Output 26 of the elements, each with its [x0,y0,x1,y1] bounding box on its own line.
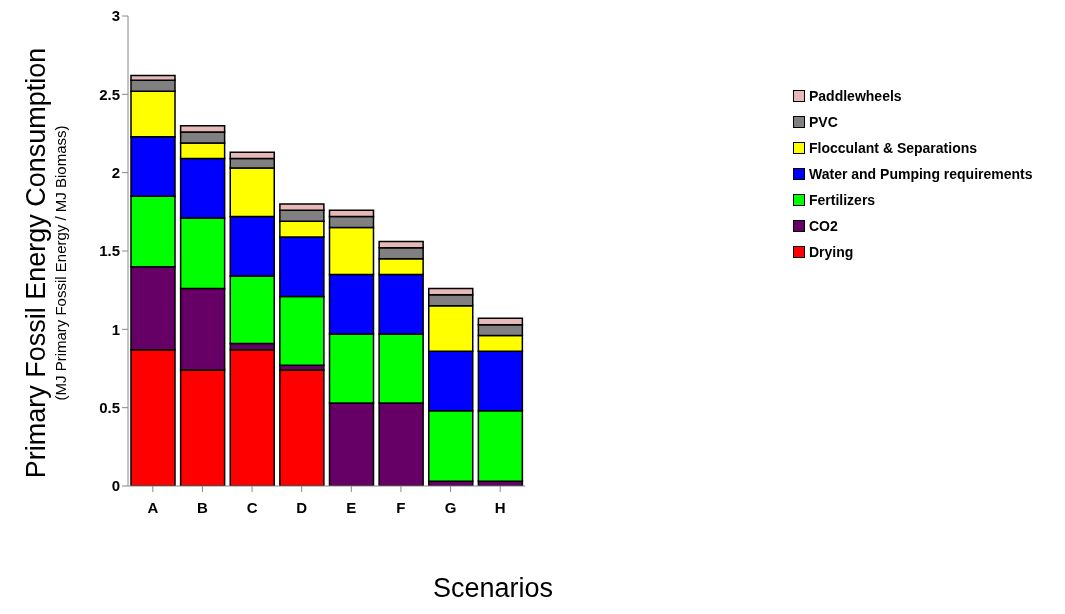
x-tick-label: D [296,498,308,516]
x-axis-title: Scenarios [431,573,555,604]
y-tick-label: 2 [111,163,120,181]
y-tick-label: 1.5 [99,242,120,260]
bar [229,348,275,486]
x-tick-label: C [246,498,258,516]
legend-label: PVC [809,114,838,130]
y-tick-label: 0.5 [99,398,120,416]
x-tick-label: B [197,498,209,516]
y-tick-label: 1 [111,320,120,338]
x-tick-label: E [346,498,357,516]
x-tick-label: F [396,498,406,516]
legend-label: Water and Pumping requirements [809,166,1033,182]
legend-label: Fertilizers [809,192,876,208]
bar [279,369,325,486]
y-tick-label: 2.5 [99,85,120,103]
y-axis-title: Primary Fossil Energy Consumption (MJ Primary Fossil Energy / MJ Biomass) [21,47,70,479]
y-tick-label: 0 [111,477,120,495]
legend-label: Drying [809,244,854,260]
x-tick-label: G [444,498,457,516]
legend-label: CO2 [809,218,838,234]
x-tick-label: H [494,498,506,516]
y-tick-label: 3 [111,7,120,25]
legend-label: Paddlewheels [809,88,902,104]
x-tick-label: A [147,498,159,516]
legend-label: Flocculant & Separations [809,140,978,156]
